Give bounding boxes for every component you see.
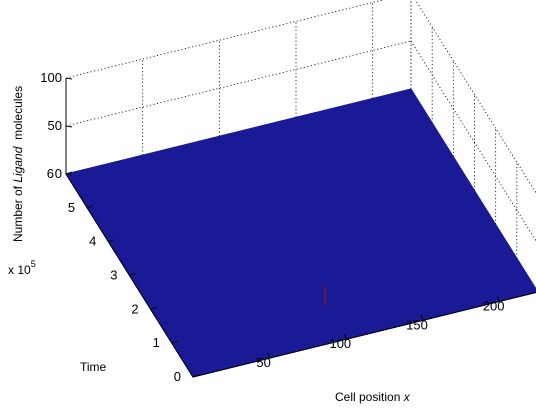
y-tick-label: 3: [110, 268, 117, 283]
y-tick-mark: [87, 205, 94, 209]
x-tick-label: 100: [329, 336, 351, 351]
y-axis-multiplier-base: x 10: [8, 263, 31, 277]
x-tick-mark: [267, 352, 271, 359]
x-axis-label: Cell position x: [335, 390, 411, 404]
z-tick-mark: [65, 77, 73, 80]
y-tick-label: 2: [131, 301, 138, 316]
x-tick-label: 50: [256, 355, 270, 370]
z-tick-label: 0: [55, 166, 62, 181]
y-axis-label: Time: [80, 360, 107, 374]
y-tick-mark: [192, 374, 200, 378]
y-axis-multiplier: x 105: [8, 259, 36, 277]
x-axis-label-main: Cell position: [335, 390, 404, 404]
y-tick-mark: [171, 340, 178, 344]
x-tick-mark: [343, 334, 347, 340]
y-tick-label: 5: [68, 200, 75, 215]
z-axis-label: Number of Ligand molecules: [11, 86, 25, 242]
y-axis-multiplier-exponent: 5: [31, 259, 36, 269]
y-tick-label: 6: [47, 166, 54, 181]
y-tick-label: 4: [89, 234, 96, 249]
back-wall-gridline-z: [65, 0, 385, 79]
x-tick-mark: [497, 296, 501, 302]
y-tick-mark: [108, 239, 115, 243]
y-tick-mark: [150, 306, 157, 310]
z-axis-label-pre: Number of: [11, 183, 25, 242]
y-tick-mark: [129, 273, 136, 276]
right-wall-gridline-z: [414, 0, 536, 194]
x-axis-line: [192, 291, 536, 378]
x-tick-label: 200: [483, 298, 505, 313]
back-wall-gridline-z: [65, 40, 412, 127]
z-axis-label-post: molecules: [11, 86, 25, 147]
z-tick-mark: [65, 125, 73, 128]
x-tick-mark: [420, 315, 424, 321]
z-tick-label: 50: [48, 118, 62, 133]
z-tick-label: 100: [40, 70, 62, 85]
y-tick-label: 1: [153, 335, 160, 350]
y-tick-label: 0: [174, 369, 181, 384]
z-axis-label-em: Ligand: [11, 146, 25, 182]
x-tick-label: 150: [406, 317, 428, 332]
surface: [65, 88, 536, 378]
x-axis-label-var: x: [403, 390, 411, 404]
z-tick-mark: [65, 173, 73, 176]
